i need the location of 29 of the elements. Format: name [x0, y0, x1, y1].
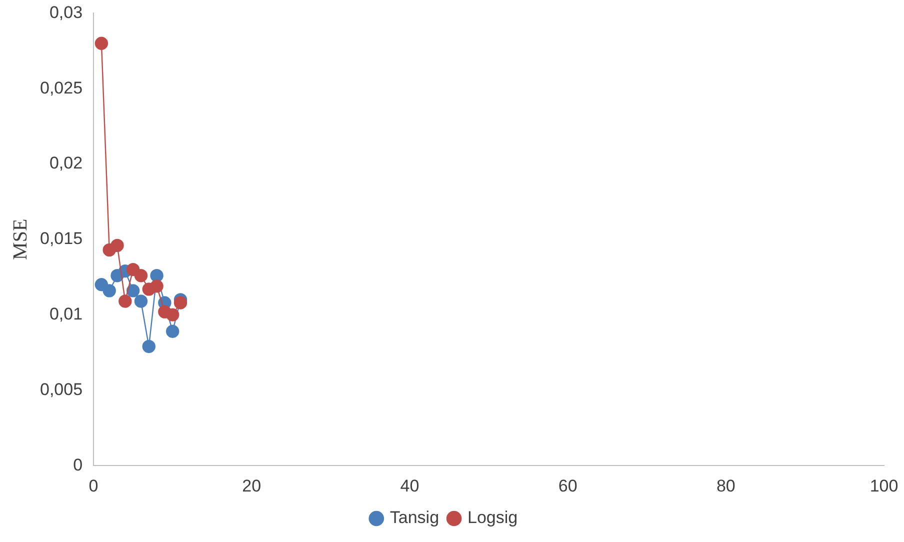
point — [118, 294, 132, 308]
legend-label: Tansig — [390, 508, 440, 528]
point — [150, 268, 164, 282]
point — [166, 308, 180, 322]
y-tick-label: 0 — [73, 455, 83, 474]
point — [174, 296, 188, 310]
y-axis-title: MSE — [9, 218, 32, 260]
y-tick-label: 0,005 — [40, 380, 83, 399]
x-tick-label: 100 — [870, 476, 898, 496]
y-tick-label: 0,015 — [40, 229, 83, 248]
point — [102, 284, 116, 298]
point — [166, 324, 180, 338]
point — [134, 268, 148, 282]
point — [134, 294, 148, 308]
point — [126, 284, 140, 298]
legend-label: Logsig — [468, 508, 518, 528]
x-tick-label: 20 — [242, 476, 262, 496]
x-tick-label: 60 — [558, 476, 578, 496]
point — [142, 340, 156, 354]
y-tick-label: 0,025 — [40, 78, 83, 98]
y-tick-label: 0,01 — [49, 304, 83, 324]
x-tick-label: 40 — [400, 476, 420, 496]
x-tick-label: 80 — [716, 476, 736, 496]
y-tick-label: 0,02 — [49, 154, 83, 173]
point — [110, 238, 124, 252]
point — [94, 36, 108, 50]
point — [150, 280, 164, 293]
y-tick-label: 0,03 — [49, 2, 83, 22]
x-tick-label: 0 — [88, 476, 98, 496]
